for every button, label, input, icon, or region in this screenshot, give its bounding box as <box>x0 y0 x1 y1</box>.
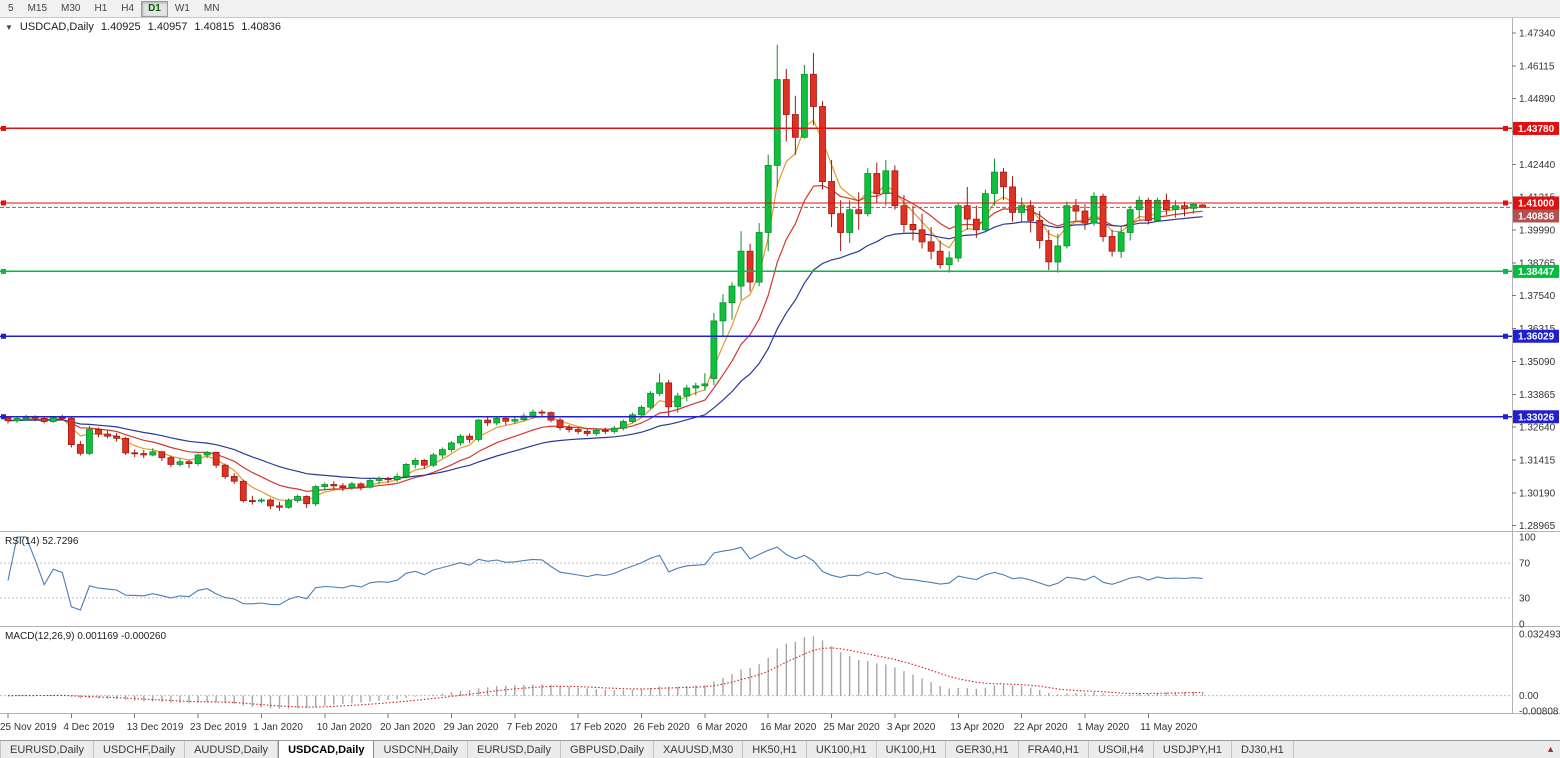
svg-text:1.41000: 1.41000 <box>1518 198 1555 209</box>
svg-text:16 Mar 2020: 16 Mar 2020 <box>760 722 817 733</box>
chart-tab-usdjpy[interactable]: USDJPY,H1 <box>1154 741 1232 758</box>
chart-tab-usdcad[interactable]: USDCAD,Daily <box>278 741 375 758</box>
svg-text:4 Dec 2019: 4 Dec 2019 <box>63 722 115 733</box>
svg-text:3 Apr 2020: 3 Apr 2020 <box>887 722 936 733</box>
svg-text:7 Feb 2020: 7 Feb 2020 <box>507 722 558 733</box>
svg-text:0.032493: 0.032493 <box>1519 630 1560 641</box>
hline-1.41000[interactable]: 1.41000 <box>0 196 1559 210</box>
svg-text:30: 30 <box>1519 593 1531 604</box>
timeframe-button-h1[interactable]: H1 <box>87 1 114 17</box>
tab-overflow-icon[interactable]: ▲ <box>1546 744 1555 754</box>
timeframe-button-m30[interactable]: M30 <box>54 1 87 17</box>
ma-slow-line <box>7 216 1203 480</box>
chart-tab-usdchf[interactable]: USDCHF,Daily <box>94 741 186 758</box>
symbol-period-label: USDCAD,Daily <box>19 21 94 33</box>
svg-text:1.38765: 1.38765 <box>1519 258 1556 269</box>
svg-text:22 Apr 2020: 22 Apr 2020 <box>1014 722 1068 733</box>
ohlc-open: 1.40925 <box>100 21 141 33</box>
chart-tab-uk100[interactable]: UK100,H1 <box>877 741 947 758</box>
svg-text:1.35090: 1.35090 <box>1519 357 1556 368</box>
svg-text:13 Dec 2019: 13 Dec 2019 <box>127 722 184 733</box>
chart-tab-dj30[interactable]: DJ30,H1 <box>1232 741 1294 758</box>
svg-text:1.42440: 1.42440 <box>1519 160 1556 171</box>
chart-tab-usoil[interactable]: USOil,H4 <box>1089 741 1154 758</box>
chart-tab-xauusd[interactable]: XAUUSD,M30 <box>654 741 744 758</box>
chart-tab-eurusd[interactable]: EURUSD,Daily <box>468 741 561 758</box>
time-axis[interactable]: 25 Nov 2019 4 Dec 2019 13 Dec 2019 23 Dec 2… <box>0 713 1198 734</box>
svg-text:25 Nov 2019: 25 Nov 2019 <box>0 722 57 733</box>
timeframe-toolbar: 5 M15 M30 H1 H4 D1 W1 MN <box>0 0 1560 18</box>
chart-menu-icon[interactable]: ▼ <box>5 22 13 32</box>
svg-text:1.28965: 1.28965 <box>1519 521 1556 532</box>
timeframe-button-5[interactable]: 5 <box>1 1 21 17</box>
chart-symbol-title: ▼ USDCAD,Daily 1.40925 1.40957 1.40815 1… <box>5 21 281 33</box>
svg-text:6 Mar 2020: 6 Mar 2020 <box>697 722 748 733</box>
chart-tab-audusd[interactable]: AUDUSD,Daily <box>185 741 279 758</box>
svg-text:1.37540: 1.37540 <box>1519 291 1556 302</box>
svg-text:-0.00808: -0.00808 <box>1519 707 1559 718</box>
timeframe-button-h4[interactable]: H4 <box>114 1 141 17</box>
chart-tab-ger30[interactable]: GER30,H1 <box>946 741 1019 758</box>
chart-tab-eurusd[interactable]: EURUSD,Daily <box>0 741 94 758</box>
svg-text:17 Feb 2020: 17 Feb 2020 <box>570 722 627 733</box>
chart-tab-hk50[interactable]: HK50,H1 <box>743 741 807 758</box>
hline-1.43780[interactable]: 1.43780 <box>0 121 1559 135</box>
svg-text:23 Dec 2019: 23 Dec 2019 <box>190 722 247 733</box>
svg-text:1.33026: 1.33026 <box>1518 412 1555 423</box>
rsi-indicator-label: RSI(14) 52.7296 <box>5 536 79 547</box>
chart-tab-fra40[interactable]: FRA40,H1 <box>1019 741 1089 758</box>
macd-pane: 0.032493 0.00 -0.00808 <box>0 630 1560 718</box>
svg-text:1.38447: 1.38447 <box>1518 267 1555 278</box>
price-axis[interactable]: 1.473401.461151.448901.436651.424401.412… <box>1512 29 1556 533</box>
ohlc-high: 1.40957 <box>147 21 188 33</box>
svg-text:70: 70 <box>1519 559 1531 570</box>
pane-separators <box>0 18 1560 714</box>
svg-text:1.36029: 1.36029 <box>1518 332 1555 343</box>
timeframe-button-d1[interactable]: D1 <box>141 0 168 17</box>
svg-text:1.33865: 1.33865 <box>1519 390 1556 401</box>
svg-text:100: 100 <box>1519 533 1536 544</box>
svg-text:1.47340: 1.47340 <box>1519 29 1556 40</box>
hline-1.33026[interactable]: 1.33026 <box>0 410 1559 424</box>
svg-text:1.40836: 1.40836 <box>1518 211 1555 222</box>
bid-price-line: 1.40836 <box>0 206 1559 223</box>
svg-text:1.43780: 1.43780 <box>1518 124 1555 135</box>
svg-text:1.46115: 1.46115 <box>1519 61 1555 72</box>
timeframe-button-m15[interactable]: M15 <box>21 1 54 17</box>
ma-mid-line <box>7 184 1203 492</box>
chart-window: 1.473401.461151.448901.436651.424401.412… <box>0 18 1560 740</box>
chart-tab-uk100[interactable]: UK100,H1 <box>807 741 877 758</box>
svg-text:13 Apr 2020: 13 Apr 2020 <box>950 722 1004 733</box>
chart-canvas[interactable]: 1.473401.461151.448901.436651.424401.412… <box>0 18 1560 740</box>
hline-1.38447[interactable]: 1.38447 <box>0 264 1559 278</box>
svg-text:1.39990: 1.39990 <box>1519 226 1556 237</box>
svg-text:0.00: 0.00 <box>1519 691 1539 702</box>
ohlc-close: 1.40836 <box>241 21 281 33</box>
timeframe-button-w1[interactable]: W1 <box>168 1 197 17</box>
hline-1.36029[interactable]: 1.36029 <box>0 329 1559 343</box>
svg-text:1 May 2020: 1 May 2020 <box>1077 722 1130 733</box>
ohlc-low: 1.40815 <box>194 21 235 33</box>
svg-text:29 Jan 2020: 29 Jan 2020 <box>443 722 498 733</box>
chart-tab-bar: EURUSD,Daily USDCHF,Daily AUDUSD,Daily USDC… <box>0 740 1560 758</box>
svg-text:11 May 2020: 11 May 2020 <box>1140 722 1198 733</box>
chart-tab-usdcnh[interactable]: USDCNH,Daily <box>374 741 469 758</box>
svg-text:25 Mar 2020: 25 Mar 2020 <box>824 722 881 733</box>
svg-text:1.32640: 1.32640 <box>1519 423 1556 434</box>
svg-text:1.31415: 1.31415 <box>1519 455 1556 466</box>
svg-text:1 Jan 2020: 1 Jan 2020 <box>253 722 303 733</box>
svg-text:1.30190: 1.30190 <box>1519 488 1556 499</box>
svg-text:0: 0 <box>1519 620 1525 631</box>
svg-text:1.36315: 1.36315 <box>1519 324 1556 335</box>
svg-text:1.44890: 1.44890 <box>1519 94 1556 105</box>
ma-fast-line <box>7 119 1203 502</box>
macd-indicator-label: MACD(12,26,9) 0.001169 -0.000260 <box>5 631 167 642</box>
timeframe-button-mn[interactable]: MN <box>197 1 227 17</box>
chart-tab-gbpusd[interactable]: GBPUSD,Daily <box>561 741 654 758</box>
rsi-pane: 100 70 30 0 <box>0 533 1536 631</box>
svg-text:26 Feb 2020: 26 Feb 2020 <box>634 722 691 733</box>
svg-text:10 Jan 2020: 10 Jan 2020 <box>317 722 372 733</box>
svg-text:20 Jan 2020: 20 Jan 2020 <box>380 722 435 733</box>
